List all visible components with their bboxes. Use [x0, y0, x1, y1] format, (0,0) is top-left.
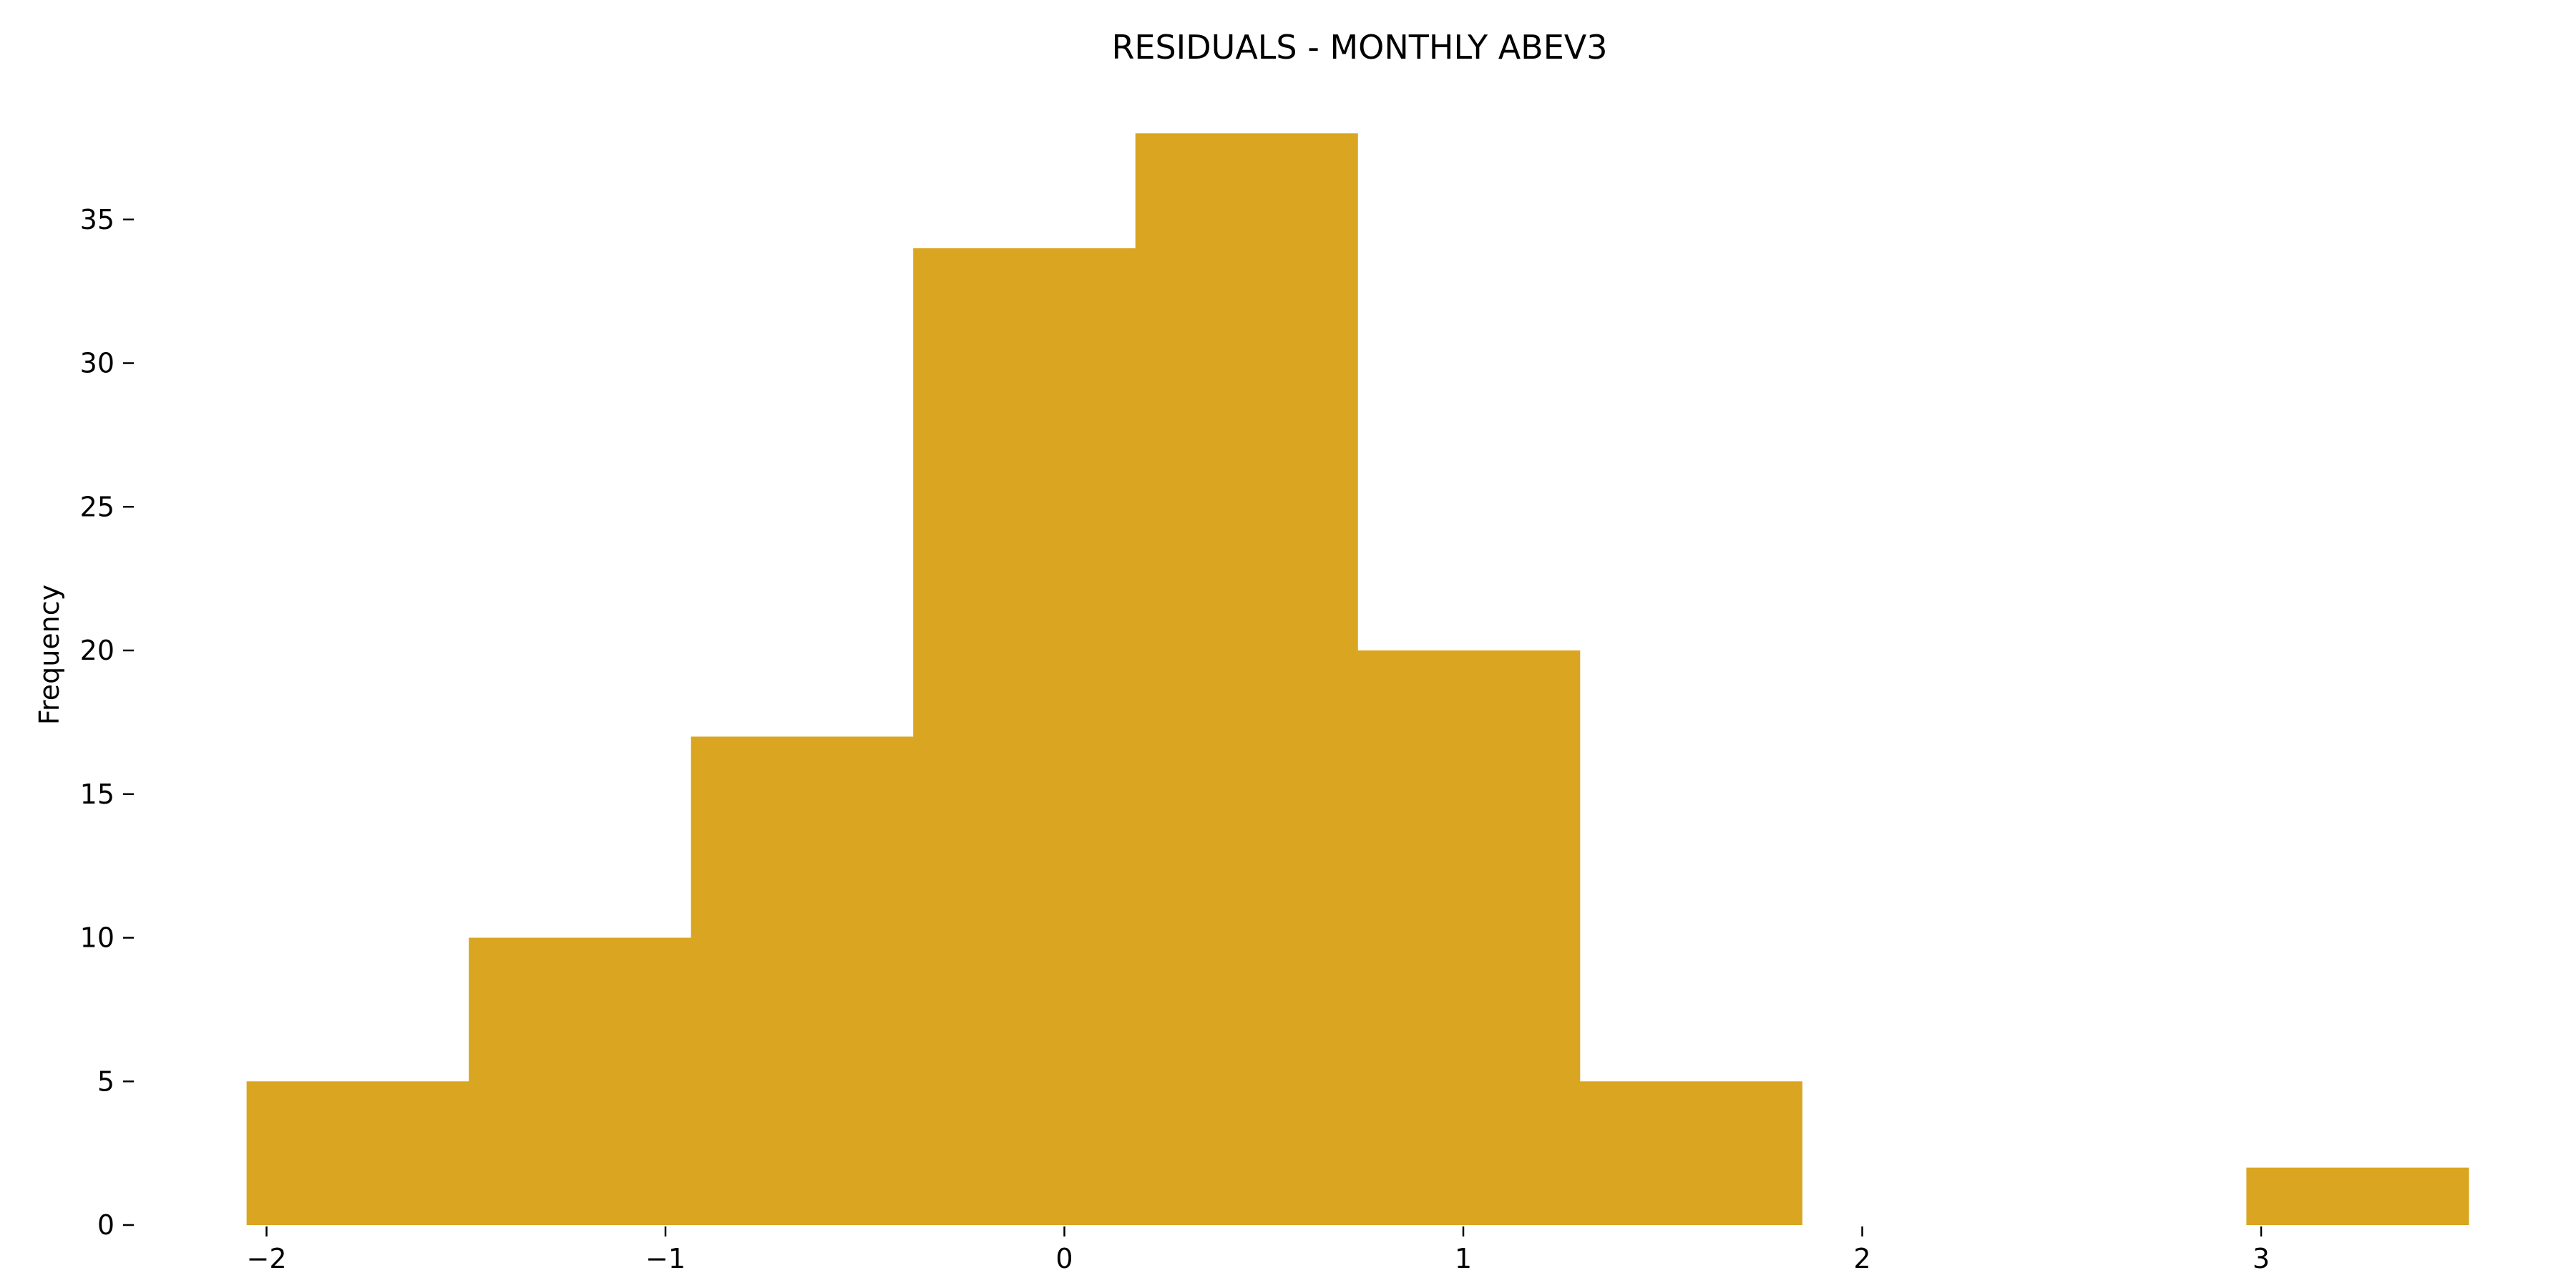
histogram-bar: [691, 736, 914, 1225]
histogram-bar: [913, 248, 1136, 1225]
y-tick-label: 5: [97, 1065, 114, 1097]
histogram-bar: [469, 937, 692, 1225]
x-tick-label: −2: [246, 1243, 286, 1274]
histogram-bar: [1579, 1081, 1802, 1225]
y-tick-label: 15: [80, 779, 114, 810]
bars-group: [246, 133, 2469, 1225]
y-tick-label: 0: [97, 1209, 114, 1241]
x-tick-label: −1: [645, 1243, 686, 1274]
y-tick-label: 35: [80, 204, 114, 235]
y-tick-label: 10: [80, 922, 114, 954]
chart-title: RESIDUALS - MONTHLY ABEV3: [1111, 28, 1607, 67]
y-tick-label: 20: [80, 635, 114, 666]
x-tick-label: 0: [1055, 1243, 1073, 1274]
y-tick-label: 25: [80, 491, 114, 522]
x-ticks-group: −2 −1 0 1 2 3: [246, 1226, 2270, 1274]
histogram-bar: [246, 1081, 469, 1225]
x-tick-label: 1: [1455, 1243, 1472, 1274]
x-tick-label: 3: [2253, 1243, 2270, 1274]
histogram-bar: [2246, 1167, 2469, 1225]
histogram-bar: [1357, 650, 1581, 1225]
y-ticks-group: 0 5 10 15 20 25 30 35: [80, 204, 134, 1241]
histogram-bar: [1135, 133, 1358, 1225]
y-tick-label: 30: [80, 348, 114, 379]
y-axis-label: Frequency: [34, 585, 65, 725]
x-tick-label: 2: [1853, 1243, 1870, 1274]
